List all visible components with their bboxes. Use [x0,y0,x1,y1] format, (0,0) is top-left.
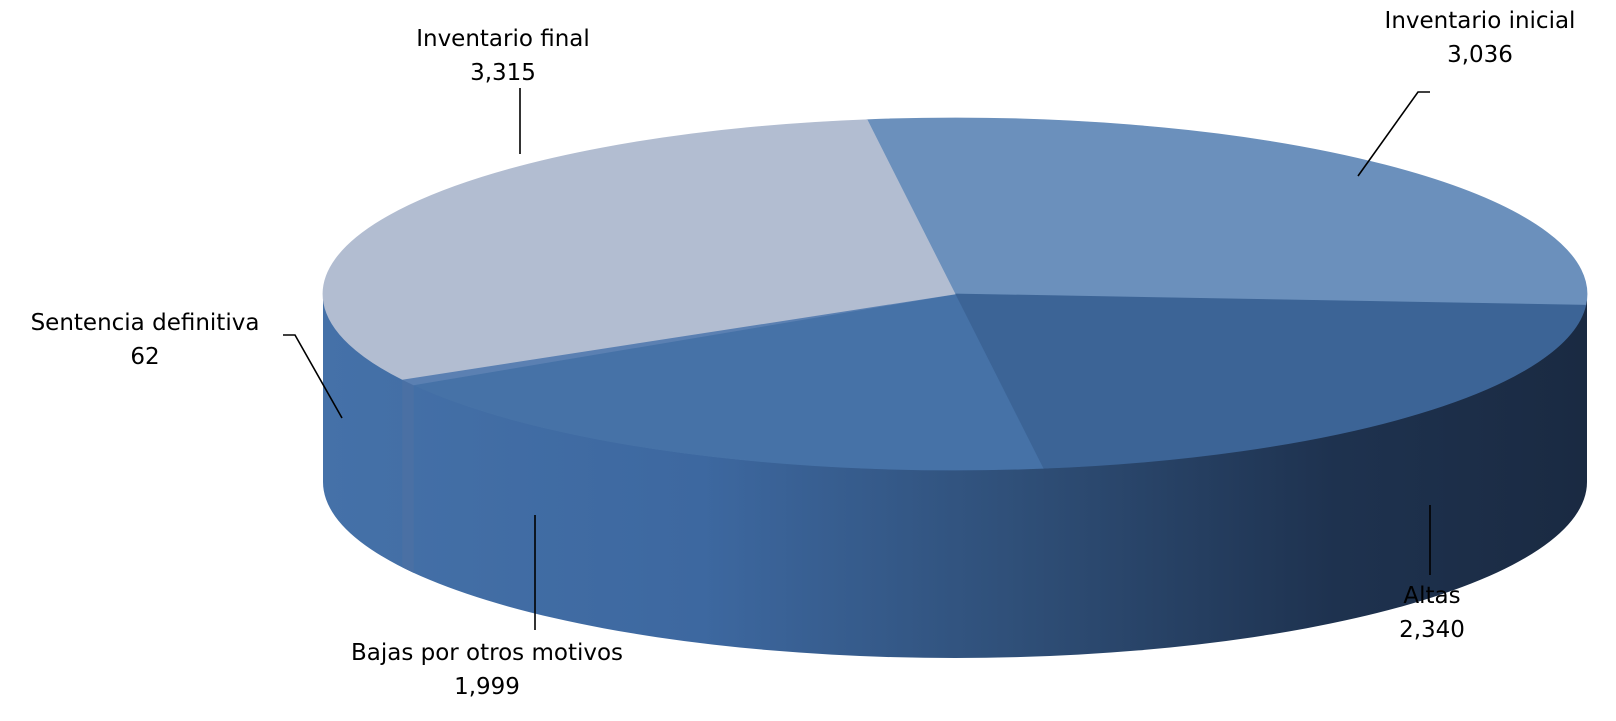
slice-label-inventario-inicial: Inventario inicial [1385,8,1576,34]
slice-value-sentencia-definitiva: 62 [130,344,159,370]
slice-value-inventario-final: 3,315 [470,60,536,86]
slice-value-inventario-inicial: 3,036 [1447,42,1513,68]
slice-value-bajas-por-otros-motivos: 1,999 [454,674,520,700]
slice-label-altas: Altas [1403,583,1460,609]
slice-value-altas: 2,340 [1399,617,1465,643]
pie-side-wall [323,294,1587,658]
pie-slice-bajas-por-otros-motivos [412,293,1044,471]
slice-label-bajas-por-otros-motivos: Bajas por otros motivos [351,640,623,666]
leader-line-sentencia-definitiva [283,334,343,419]
leader-line-inventario-inicial [1357,91,1430,177]
slice-label-inventario-final: Inventario final [416,26,590,52]
pie-label-layer: Inventario inicial 3,036 Altas 2,340 Bajas p… [31,8,1576,700]
pie-slice-inventario-inicial [866,117,1588,306]
pie-top-layer [322,117,1588,471]
pie-slice-altas [954,293,1587,469]
slice-label-sentencia-definitiva: Sentencia definitiva [31,310,260,336]
pie-side-layer [323,294,1587,658]
pie-side-sentencia-definitiva [402,379,414,573]
pie-slice-inventario-final [322,119,956,380]
